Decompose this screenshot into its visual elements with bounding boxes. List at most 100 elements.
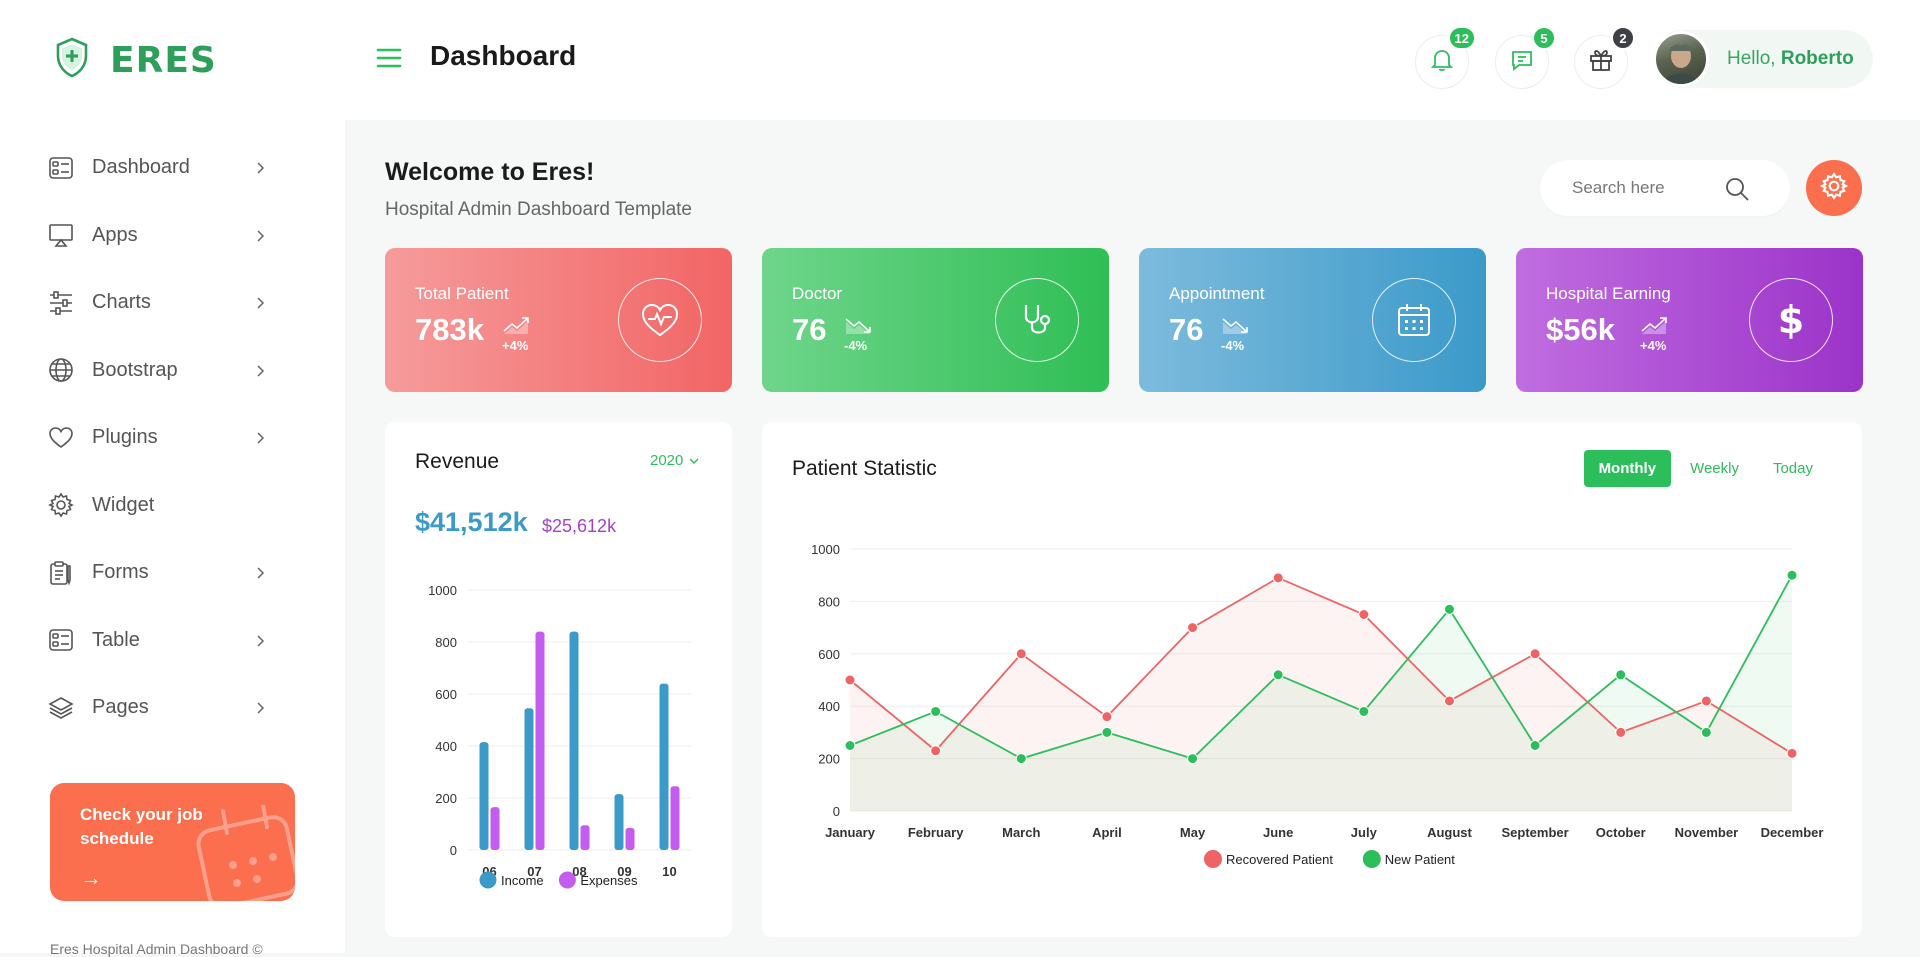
y-tick-label: 1000	[811, 542, 840, 557]
year-select[interactable]: 2020	[650, 452, 699, 469]
clipboard-icon	[48, 560, 74, 586]
stat-trend: +4%	[502, 315, 532, 353]
settings-button[interactable]	[1806, 160, 1862, 216]
stat-label: Doctor	[792, 284, 843, 303]
stat-card-appointment[interactable]: Appointment 76 -4%	[1139, 248, 1486, 392]
sidebar-item-pages[interactable]: Pages	[48, 674, 288, 742]
chevron-right-icon	[256, 226, 266, 249]
sidebar-item-table[interactable]: Table	[48, 607, 288, 675]
x-tick-label: March	[1002, 825, 1040, 840]
sidebar-item-plugins[interactable]: Plugins	[48, 404, 288, 472]
point-new-patient	[1187, 753, 1199, 765]
stat-change: -4%	[844, 338, 868, 353]
x-tick-label: 09	[617, 864, 631, 879]
x-tick-label: August	[1427, 825, 1472, 840]
logo[interactable]: ERES	[52, 36, 217, 85]
x-tick-label: February	[908, 825, 964, 840]
notifications-button[interactable]: 12	[1415, 26, 1476, 89]
monitor-icon	[48, 222, 74, 248]
sliders-icon	[48, 290, 74, 316]
y-tick-label: 400	[435, 739, 457, 754]
arrow-right-icon[interactable]: →	[80, 865, 102, 890]
user-name: Roberto	[1780, 48, 1854, 69]
gift-count-badge: 2	[1611, 26, 1635, 50]
x-tick-label: December	[1761, 825, 1824, 840]
point-recovered-patient	[1358, 609, 1370, 620]
stat-label: Total Patient	[415, 284, 509, 303]
app-name: ERES	[110, 40, 217, 81]
dollar-icon: $	[1749, 278, 1833, 362]
stat-value: 76	[792, 312, 827, 347]
stat-card-hospital-earning[interactable]: Hospital Earning $56k +4% $	[1516, 248, 1863, 392]
sidebar-item-bootstrap[interactable]: Bootstrap	[48, 337, 288, 405]
chevron-down-icon	[689, 452, 699, 469]
point-new-patient	[930, 705, 942, 717]
bar-income	[614, 794, 624, 850]
footer-text: Eres Hospital Admin Dashboard ©	[50, 941, 263, 957]
bell-icon	[1429, 47, 1455, 78]
point-new-patient	[1443, 603, 1455, 615]
point-new-patient	[1015, 753, 1027, 765]
legend-marker	[1204, 850, 1222, 868]
stat-change: -4%	[1221, 338, 1245, 353]
message-count-badge: 5	[1532, 26, 1556, 50]
tab-monthly[interactable]: Monthly	[1583, 450, 1672, 487]
patient-statistic-panel: Patient Statistic Monthly Weekly Today 0…	[762, 422, 1862, 937]
search-icon[interactable]	[1724, 176, 1750, 207]
sidebar-item-label: Apps	[92, 223, 138, 246]
legend-label: Expenses	[580, 873, 638, 888]
tab-today[interactable]: Today	[1772, 460, 1813, 477]
user-menu[interactable]: Hello, Roberto	[1653, 30, 1873, 88]
sidebar-item-widget[interactable]: Widget	[48, 472, 288, 540]
x-tick-label: 08	[572, 864, 586, 879]
welcome-heading: Welcome to Eres!	[385, 158, 595, 186]
y-tick-label: 1000	[428, 583, 457, 598]
x-tick-label: 07	[527, 864, 541, 879]
expenses-total: $25,612k	[542, 516, 617, 536]
dashboard-icon	[48, 155, 74, 181]
stat-card-total-patient[interactable]: Total Patient 783k +4%	[385, 248, 732, 392]
bar-income	[659, 683, 669, 850]
topbar: Dashboard 12 5 2 Hello, Roberto	[345, 0, 1920, 120]
panel-title: Revenue	[415, 450, 500, 473]
search-input[interactable]	[1572, 178, 1722, 198]
period-tabs: Monthly Weekly Today	[1583, 450, 1828, 487]
sidebar-item-dashboard[interactable]: Dashboard	[48, 134, 288, 202]
y-tick-label: 0	[450, 843, 457, 858]
messages-button[interactable]: 5	[1495, 26, 1556, 89]
stat-change: +4%	[502, 338, 529, 353]
revenue-panel: Revenue 2020 $41,512k $25,612k 0 200 400 60…	[385, 422, 732, 937]
layers-icon	[48, 695, 74, 721]
bar-income	[569, 631, 579, 850]
chevron-right-icon	[256, 293, 266, 316]
gear-icon	[1819, 171, 1849, 205]
sidebar-item-forms[interactable]: Forms	[48, 539, 288, 607]
stat-card-doctor[interactable]: Doctor 76 -4%	[762, 248, 1109, 392]
year-value: 2020	[650, 452, 684, 469]
job-schedule-card[interactable]: Check your job schedule →	[50, 783, 295, 901]
x-tick-label: January	[825, 825, 876, 840]
sidebar-item-label: Dashboard	[92, 156, 190, 179]
line-new-patient	[849, 574, 1793, 760]
sidebar-item-charts[interactable]: Charts	[48, 269, 288, 337]
sidebar-item-label: Table	[92, 628, 140, 651]
tab-weekly[interactable]: Weekly	[1690, 460, 1739, 477]
point-recovered-patient	[930, 745, 942, 757]
point-recovered-patient	[1443, 695, 1455, 707]
hamburger-menu-icon[interactable]	[375, 46, 403, 75]
x-tick-label: October	[1596, 825, 1646, 840]
legend-label: New Patient	[1385, 852, 1455, 867]
promo-text: Check your job schedule	[80, 805, 203, 848]
point-new-patient	[844, 740, 856, 751]
sidebar-item-apps[interactable]: Apps	[48, 202, 288, 270]
bar-income	[524, 708, 534, 850]
calendar-icon	[1372, 278, 1456, 362]
y-tick-label: 600	[435, 687, 457, 702]
sidebar-item-label: Bootstrap	[92, 358, 178, 381]
point-new-patient	[1358, 705, 1370, 717]
stethoscope-icon	[995, 278, 1079, 362]
point-new-patient	[1272, 669, 1284, 681]
legend-marker	[479, 871, 497, 889]
gifts-button[interactable]: 2	[1574, 26, 1635, 89]
